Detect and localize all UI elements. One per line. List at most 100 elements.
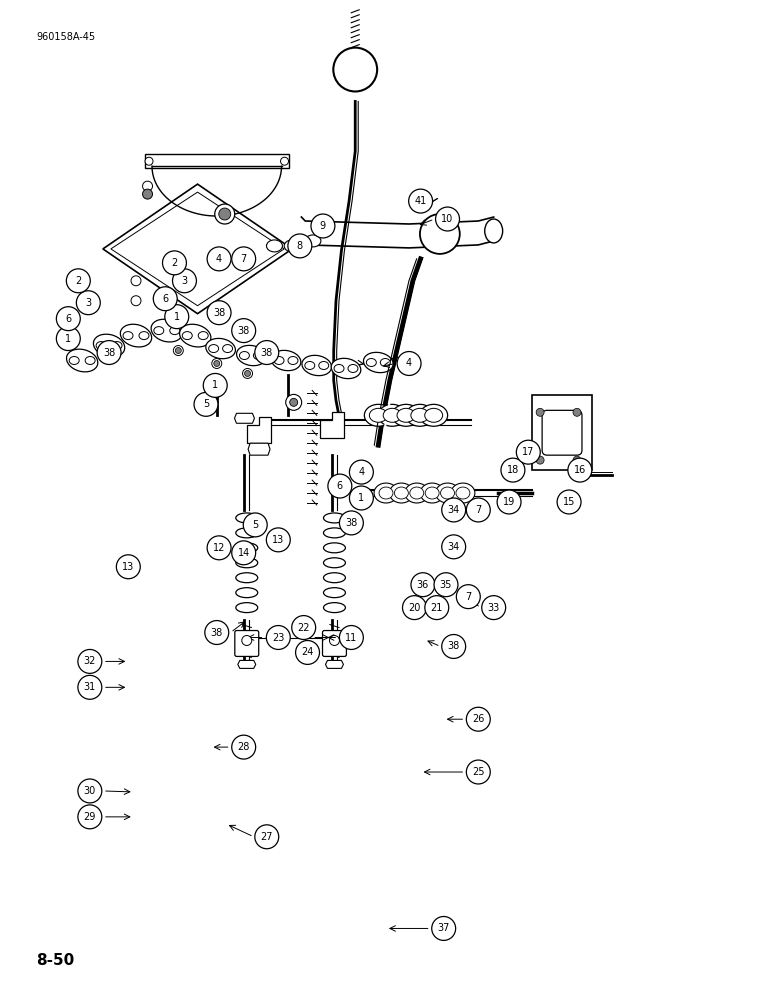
Ellipse shape [406,404,434,426]
Circle shape [290,398,298,406]
Ellipse shape [383,408,401,422]
Circle shape [402,596,426,620]
Circle shape [442,535,466,559]
Ellipse shape [66,349,98,372]
Text: 10: 10 [442,214,454,224]
Text: 13: 13 [273,535,284,545]
Circle shape [232,541,256,565]
Text: 14: 14 [238,548,250,558]
Text: 26: 26 [472,714,485,724]
Text: 2: 2 [171,258,178,268]
Circle shape [296,640,320,664]
Ellipse shape [271,350,301,371]
Circle shape [205,621,229,644]
Ellipse shape [239,352,249,360]
Ellipse shape [274,357,284,364]
Circle shape [536,456,544,464]
Ellipse shape [456,487,470,499]
Ellipse shape [323,603,345,613]
Text: 28: 28 [238,742,250,752]
Circle shape [242,636,252,645]
Ellipse shape [266,240,283,252]
Circle shape [232,247,256,271]
Circle shape [568,458,592,482]
Circle shape [78,649,102,673]
Circle shape [78,675,102,699]
Circle shape [334,48,378,91]
Circle shape [311,214,335,238]
Ellipse shape [235,573,258,583]
Polygon shape [103,184,292,314]
Ellipse shape [139,332,149,340]
FancyBboxPatch shape [323,631,347,656]
Circle shape [203,373,227,397]
Ellipse shape [123,332,133,340]
Text: 1: 1 [212,380,218,390]
FancyBboxPatch shape [542,410,582,455]
Ellipse shape [369,408,388,422]
Circle shape [573,456,581,464]
Circle shape [175,348,181,354]
Text: 38: 38 [213,308,225,318]
Ellipse shape [379,487,393,499]
Text: 24: 24 [301,647,313,657]
Circle shape [435,207,459,231]
Circle shape [78,805,102,829]
Text: 8: 8 [296,241,303,251]
Text: 34: 34 [448,505,460,515]
Ellipse shape [378,404,406,426]
Text: 13: 13 [122,562,134,572]
Text: 18: 18 [506,465,519,475]
Circle shape [56,327,80,351]
Ellipse shape [112,342,122,350]
Text: 11: 11 [345,633,357,643]
Ellipse shape [348,364,358,372]
Circle shape [397,352,421,375]
Circle shape [408,189,432,213]
Ellipse shape [367,359,376,366]
Text: 5: 5 [252,520,259,530]
Circle shape [215,204,235,224]
Text: 7: 7 [466,592,472,602]
Text: 19: 19 [503,497,515,507]
Polygon shape [326,660,344,668]
Ellipse shape [364,352,393,373]
Ellipse shape [420,404,448,426]
Text: 4: 4 [216,254,222,264]
Circle shape [207,301,231,325]
Polygon shape [145,154,289,168]
Text: 6: 6 [66,314,71,324]
Ellipse shape [284,240,300,252]
Ellipse shape [441,487,455,499]
Text: 38: 38 [261,348,273,358]
Text: 9: 9 [320,221,326,231]
Ellipse shape [485,219,503,243]
Circle shape [242,368,252,378]
Text: 15: 15 [563,497,575,507]
Ellipse shape [235,558,258,568]
Ellipse shape [235,603,258,613]
Ellipse shape [93,334,125,357]
Circle shape [425,596,449,620]
Text: 20: 20 [408,603,421,613]
Circle shape [328,474,352,498]
Ellipse shape [236,345,266,366]
Ellipse shape [364,404,392,426]
Text: 38: 38 [103,348,115,358]
Ellipse shape [120,324,151,347]
Text: 35: 35 [440,580,452,590]
Ellipse shape [435,483,459,503]
Text: 38: 38 [211,628,223,638]
Text: 12: 12 [213,543,225,553]
Circle shape [466,760,490,784]
Circle shape [243,513,267,537]
Text: 38: 38 [448,641,460,651]
Ellipse shape [425,487,439,499]
Ellipse shape [151,319,182,342]
Text: 4: 4 [358,467,364,477]
Circle shape [145,157,153,165]
Circle shape [557,490,581,514]
Circle shape [411,573,435,597]
Text: 30: 30 [83,786,96,796]
Polygon shape [235,413,255,423]
